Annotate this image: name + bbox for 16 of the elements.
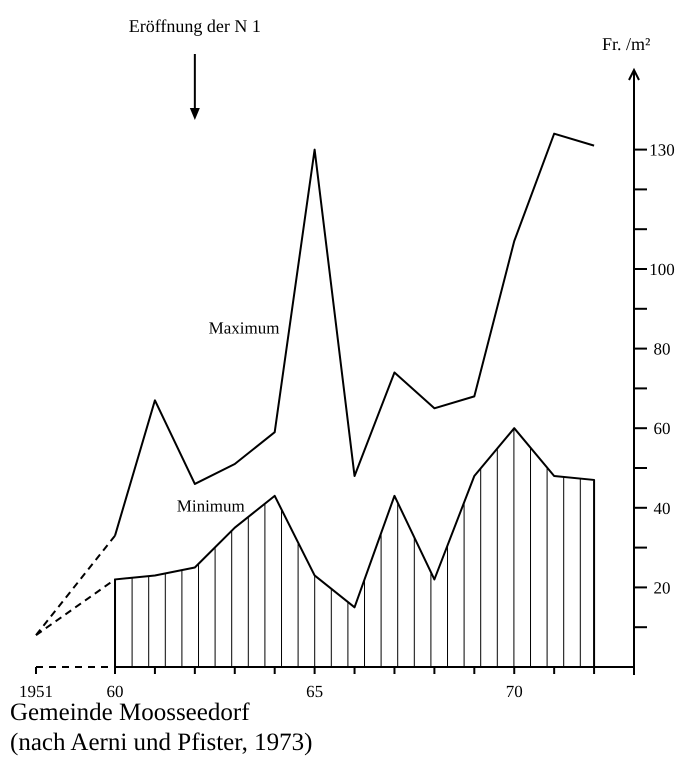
y-tick-label: 100 bbox=[649, 260, 675, 279]
text: (nach Aerni und Pfister, 1973) bbox=[10, 729, 312, 756]
x-tick-label: 70 bbox=[506, 682, 523, 701]
text: Gemeinde Moosseedorf bbox=[10, 699, 250, 726]
y-tick-label: 80 bbox=[654, 340, 670, 359]
y-axis-title: Fr. /m² bbox=[602, 34, 650, 54]
x-tick-label: 1951 bbox=[19, 682, 53, 701]
text: Eröffnung der N 1 bbox=[128, 16, 261, 36]
x-tick-label: 65 bbox=[306, 682, 324, 701]
y-tick-label: 60 bbox=[654, 419, 670, 438]
series-label: Maximum bbox=[208, 318, 280, 338]
y-tick-label: 40 bbox=[654, 498, 670, 518]
x-tick-label: 60 bbox=[106, 682, 124, 701]
y-tick-label: 20 bbox=[654, 578, 670, 598]
y-tick-label: 130 bbox=[649, 140, 675, 160]
series-label: Minimum bbox=[176, 496, 245, 516]
